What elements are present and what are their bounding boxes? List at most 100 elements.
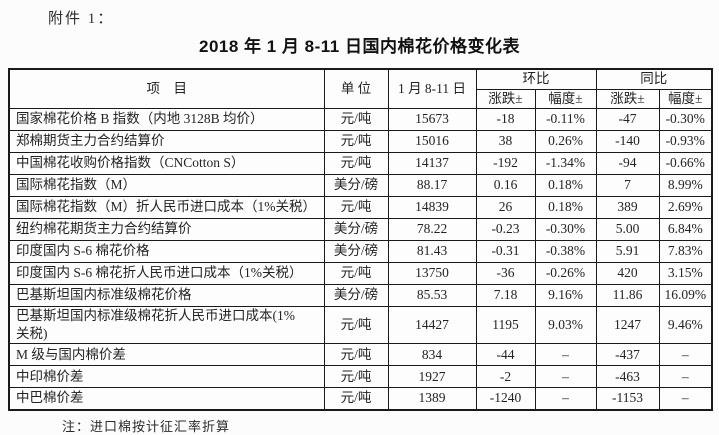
cell-mom-change: 38 bbox=[475, 129, 536, 153]
cell-unit: 元/吨 bbox=[323, 261, 389, 285]
table-row: 纽约棉花期货主力合约结算价 美分/磅 78.22 -0.23 -0.30% 5.00 6.8… bbox=[8, 217, 713, 241]
cell-yoy-range: 16.09% bbox=[658, 283, 713, 307]
table-row: 国家棉花价格 B 指数（内地 3128B 均价） 元/吨 15673 -18 -0.11… bbox=[8, 107, 713, 131]
cell-value: 13750 bbox=[387, 261, 477, 285]
header-row-groups: 项 目 单 位 1 月 8-11 日 环比 同比 bbox=[8, 68, 713, 109]
cell-value: 14839 bbox=[387, 195, 477, 219]
cell-yoy-range: 8.99% bbox=[658, 173, 713, 197]
cell-mom-range: -0.30% bbox=[534, 217, 597, 241]
cell-mom-range: – bbox=[534, 387, 597, 411]
cell-yoy-range: -0.30% bbox=[658, 107, 713, 131]
cell-item: 印度国内 S-6 棉花折人民币进口成本（1%关税） bbox=[8, 261, 325, 285]
table-row: 巴基斯坦国内标准级棉花价格 美分/磅 85.53 7.18 9.16% 11.86 16.0… bbox=[8, 283, 713, 307]
cell-yoy-change: 420 bbox=[595, 261, 660, 285]
cell-yoy-range: -0.93% bbox=[658, 129, 713, 153]
cell-mom-change: -44 bbox=[475, 343, 536, 367]
cell-value: 78.22 bbox=[387, 217, 477, 241]
cell-yoy-change: 5.91 bbox=[595, 239, 660, 263]
cell-mom-change: 26 bbox=[475, 195, 536, 219]
cell-mom-range: 0.18% bbox=[534, 195, 597, 219]
cell-mom-range: -0.38% bbox=[534, 239, 597, 263]
cell-yoy-change: -47 bbox=[595, 107, 660, 131]
cell-mom-range: -0.11% bbox=[534, 107, 597, 131]
cell-value: 14427 bbox=[387, 305, 477, 345]
cell-yoy-change: 5.00 bbox=[595, 217, 660, 241]
col-header-mom-change: 涨跌± bbox=[475, 88, 536, 109]
cell-yoy-range: -0.66% bbox=[658, 151, 713, 175]
cell-mom-change: -1240 bbox=[475, 387, 536, 411]
table-body: 国家棉花价格 B 指数（内地 3128B 均价） 元/吨 15673 -18 -0.11… bbox=[8, 107, 713, 411]
cell-item: 国际棉花指数（M）折人民币进口成本（1%关税） bbox=[8, 195, 325, 219]
cell-mom-change: -192 bbox=[475, 151, 536, 175]
cell-unit: 元/吨 bbox=[323, 151, 389, 175]
cotton-price-table: 项 目 单 位 1 月 8-11 日 环比 同比 涨跌± 幅度± 涨跌± 幅度±… bbox=[8, 68, 713, 411]
cell-mom-change: -18 bbox=[475, 107, 536, 131]
cell-value: 81.43 bbox=[387, 239, 477, 263]
cell-value: 15673 bbox=[387, 107, 477, 131]
cell-mom-range: -0.26% bbox=[534, 261, 597, 285]
col-header-unit: 单 位 bbox=[323, 68, 389, 109]
col-header-yoy-range: 幅度± bbox=[658, 88, 713, 109]
cell-item: 印度国内 S-6 棉花价格 bbox=[8, 239, 325, 263]
cell-yoy-change: -140 bbox=[595, 129, 660, 153]
cell-item: 巴基斯坦国内标准级棉花折人民币进口成本(1% 关税) bbox=[8, 305, 325, 345]
cell-mom-range: 9.03% bbox=[534, 305, 597, 345]
cell-item: 中国棉花收购价格指数（CNCotton S） bbox=[8, 151, 325, 175]
table-row: 中国棉花收购价格指数（CNCotton S） 元/吨 14137 -192 -1.34%… bbox=[8, 151, 713, 175]
table-row: 印度国内 S-6 棉花价格 美分/磅 81.43 -0.31 -0.38% 5.91 7.8… bbox=[8, 239, 713, 263]
cell-yoy-range: – bbox=[658, 387, 713, 411]
cell-unit: 美分/磅 bbox=[323, 173, 389, 197]
header-row-subcolumns: 涨跌± 幅度± 涨跌± 幅度± bbox=[9, 88, 713, 109]
cell-unit: 元/吨 bbox=[323, 305, 389, 345]
col-header-mom-range: 幅度± bbox=[534, 88, 597, 109]
cell-item: 中巴棉价差 bbox=[8, 387, 325, 411]
table-row: 中巴棉价差 元/吨 1389 -1240– -1153– bbox=[8, 387, 713, 411]
table-row: 国际棉花指数（M） 美分/磅 88.17 0.16 0.18% 7 8.99% bbox=[8, 173, 713, 197]
table-header: 项 目 单 位 1 月 8-11 日 环比 同比 涨跌± 幅度± 涨跌± 幅度± bbox=[8, 68, 713, 109]
table-row: M 级与国内棉价差 元/吨 834 -44– -437– bbox=[8, 343, 713, 367]
page-title: 2018 年 1 月 8-11 日国内棉花价格变化表 bbox=[199, 37, 520, 56]
col-header-date: 1 月 8-11 日 bbox=[387, 68, 477, 109]
col-header-item: 项 目 bbox=[8, 68, 325, 109]
cell-unit: 美分/磅 bbox=[323, 217, 389, 241]
cell-item: 国家棉花价格 B 指数（内地 3128B 均价） bbox=[8, 107, 325, 131]
cell-value: 85.53 bbox=[387, 283, 477, 307]
cell-yoy-range: – bbox=[658, 343, 713, 367]
cell-mom-change: -0.31 bbox=[475, 239, 536, 263]
cell-mom-change: 7.18 bbox=[475, 283, 536, 307]
table-row: 国际棉花指数（M）折人民币进口成本（1%关税） 元/吨 14839 26 0.18% 38… bbox=[8, 195, 713, 219]
cell-mom-range: – bbox=[534, 343, 597, 367]
cell-unit: 元/吨 bbox=[323, 107, 389, 131]
cell-mom-range: 9.16% bbox=[534, 283, 597, 307]
col-header-yoy-group: 同比 bbox=[595, 68, 713, 90]
cell-yoy-change: -463 bbox=[595, 365, 660, 389]
cell-yoy-range: 2.69% bbox=[658, 195, 713, 219]
footnote: 注：进口棉按计征汇率折算 bbox=[62, 419, 231, 434]
cell-value: 14137 bbox=[387, 151, 477, 175]
cell-unit: 元/吨 bbox=[323, 343, 389, 367]
cell-mom-range: -1.34% bbox=[534, 151, 597, 175]
cell-value: 1927 bbox=[387, 365, 477, 389]
cell-yoy-range: 7.83% bbox=[658, 239, 713, 263]
cell-item: 郑棉期货主力合约结算价 bbox=[8, 129, 325, 153]
cell-yoy-change: 11.86 bbox=[595, 283, 660, 307]
cell-item: M 级与国内棉价差 bbox=[8, 343, 325, 367]
cell-yoy-change: 389 bbox=[595, 195, 660, 219]
cell-yoy-change: 1247 bbox=[595, 305, 660, 345]
col-header-yoy-change: 涨跌± bbox=[595, 88, 660, 109]
cell-value: 1389 bbox=[387, 387, 477, 411]
table-row: 印度国内 S-6 棉花折人民币进口成本（1%关税） 元/吨 13750 -36 -0.2… bbox=[8, 261, 713, 285]
col-header-mom-group: 环比 bbox=[475, 68, 597, 90]
cell-mom-change: 1195 bbox=[475, 305, 536, 345]
cell-value: 15016 bbox=[387, 129, 477, 153]
cell-yoy-range: – bbox=[658, 365, 713, 389]
cell-yoy-change: -1153 bbox=[595, 387, 660, 411]
cell-value: 88.17 bbox=[387, 173, 477, 197]
cell-yoy-range: 6.84% bbox=[658, 217, 713, 241]
cell-mom-change: 0.16 bbox=[475, 173, 536, 197]
cell-mom-range: – bbox=[534, 365, 597, 389]
cell-unit: 美分/磅 bbox=[323, 283, 389, 307]
attachment-label: 附件 1： bbox=[48, 11, 115, 27]
cell-mom-change: -36 bbox=[475, 261, 536, 285]
